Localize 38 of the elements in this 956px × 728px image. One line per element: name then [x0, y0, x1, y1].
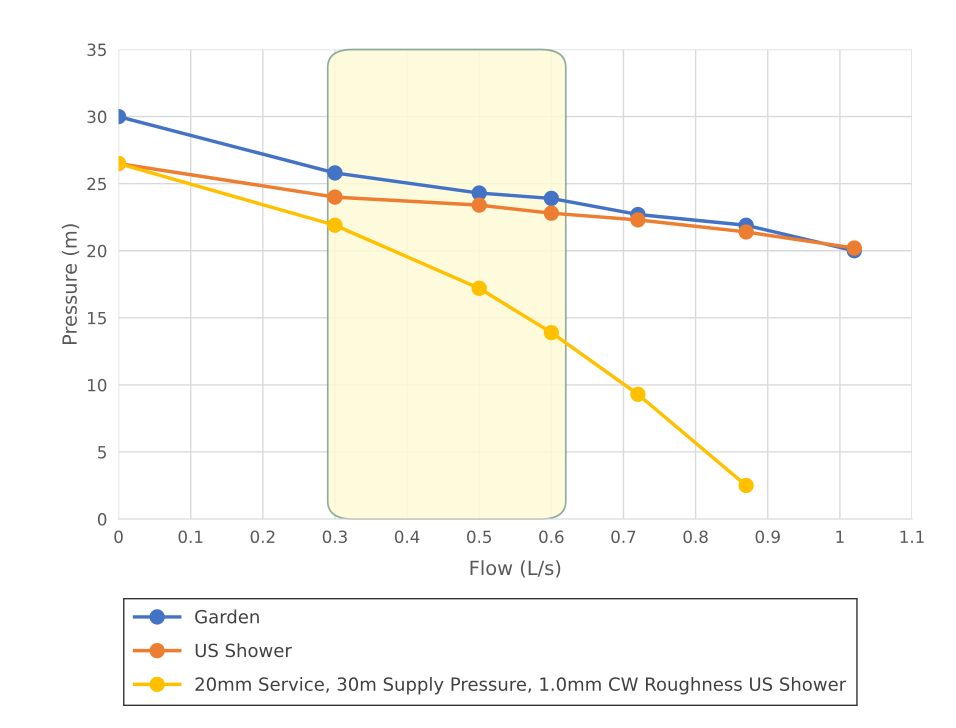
legend-label: Garden: [195, 610, 259, 624]
legend-label: US Shower: [196, 643, 292, 658]
x-tick-label: 0.2: [250, 530, 274, 544]
x-tick-label: 0.3: [322, 530, 347, 544]
point: [327, 165, 343, 181]
x-tick-label: 0.1: [178, 530, 202, 544]
y-axis-title: Pressure (m): [62, 224, 80, 344]
point: [544, 324, 559, 340]
point: [738, 478, 754, 494]
point: [846, 240, 862, 256]
y-tick-label: 30: [87, 110, 106, 124]
point: [544, 190, 559, 206]
x-tick-label: 0.9: [756, 530, 780, 544]
point: [327, 189, 343, 205]
point: [472, 280, 487, 296]
y-tick-label: 25: [87, 178, 106, 190]
x-tick-label: 0.8: [683, 530, 708, 544]
x-tick-label: 0.6: [539, 530, 564, 544]
y-tick-label: 5: [98, 446, 106, 459]
legend-label: 20mm Service, 30m Supply Pressure, 1.0mm CW Roughness US Shower: [195, 676, 846, 694]
point: [738, 224, 754, 240]
x-tick-label: 0.7: [611, 530, 636, 544]
y-tick-label: 15: [88, 312, 106, 324]
x-tick-label: 1: [836, 530, 844, 543]
x-tick-label: 0.5: [467, 530, 492, 544]
point: [630, 386, 646, 402]
x-tick-label: 1.1: [900, 530, 924, 543]
point: [544, 206, 559, 221]
x-axis-title: Flow (L/s): [470, 560, 560, 578]
x-tick-label: 0: [114, 530, 123, 544]
point: [630, 212, 646, 228]
y-tick-label: 35: [87, 43, 106, 56]
y-tick-label: 10: [88, 378, 106, 392]
y-tick-label: 20: [87, 244, 106, 258]
x-tick-label: 0.4: [394, 530, 420, 544]
point: [472, 197, 487, 213]
point: [327, 218, 343, 233]
y-tick-label: 0: [98, 513, 106, 526]
